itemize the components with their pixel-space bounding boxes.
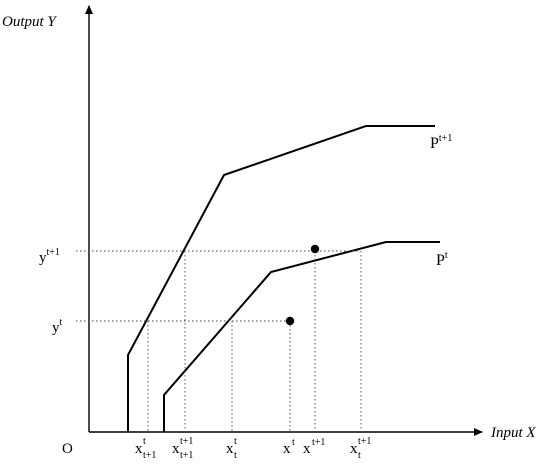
svg-text:x: x [135, 441, 143, 457]
x-tick-c: x t t [226, 436, 237, 461]
svg-text:x: x [350, 441, 358, 457]
x-tick-f: x t+1 t [350, 436, 371, 461]
svg-text:t+1: t+1 [143, 450, 156, 461]
x-tick-d: x t [283, 437, 295, 457]
x-tick-e: x t+1 [303, 437, 325, 457]
svg-text:t: t [234, 436, 237, 447]
svg-text:t: t [358, 450, 361, 461]
guide-lines [76, 250, 362, 432]
frontier-p-next [127, 125, 435, 432]
svg-text:t: t [143, 436, 146, 447]
point-period-t1 [310, 244, 320, 254]
point-period-t [285, 316, 295, 326]
svg-text:t: t [234, 450, 237, 461]
svg-text:x: x [303, 441, 311, 457]
svg-text:t+1: t+1 [180, 450, 193, 461]
svg-text:x: x [172, 441, 180, 457]
origin-label: O [62, 441, 73, 457]
svg-text:t+1: t+1 [180, 436, 193, 447]
x-axis-title: Input X [490, 425, 536, 441]
svg-text:t: t [292, 437, 295, 448]
frontier-p-current-label: Pt [436, 250, 448, 269]
y-tick-y-next: yt+1 [39, 247, 60, 266]
svg-text:x: x [283, 441, 291, 457]
svg-text:t+1: t+1 [312, 437, 325, 448]
x-tick-a: x t t+1 [135, 436, 156, 461]
frontier-p-next-label: Pt+1 [430, 133, 452, 152]
y-tick-y-cur: yt [52, 317, 63, 336]
x-tick-b: x t+1 t+1 [172, 436, 193, 461]
frontier-p-current [163, 241, 440, 432]
svg-text:t+1: t+1 [358, 436, 371, 447]
y-axis-title: Output Y [2, 14, 57, 30]
svg-text:x: x [226, 441, 234, 457]
